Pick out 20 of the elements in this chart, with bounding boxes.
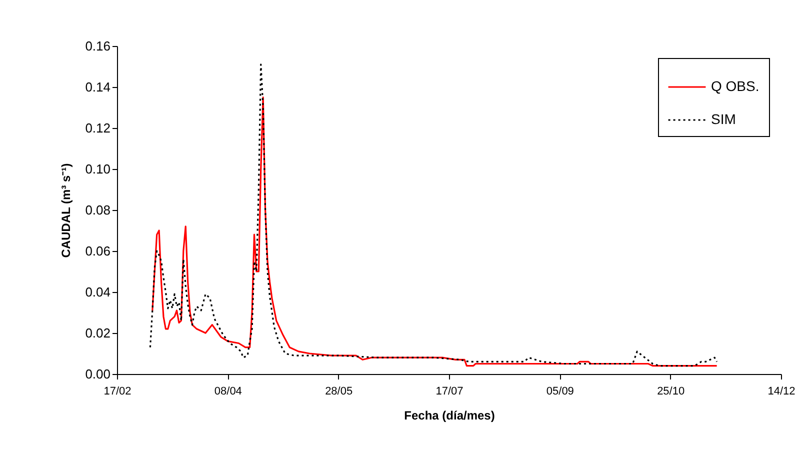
y-tick-label: 0.08 (85, 202, 110, 218)
x-tick-label: 25/10 (657, 386, 685, 398)
y-tick-label: 0.14 (85, 80, 110, 94)
y-axis-title: CAUDAL (m³ s⁻¹) (59, 163, 74, 258)
legend-label: Q OBS. (711, 78, 760, 94)
y-tick-label: 0.10 (85, 162, 110, 176)
x-tick-label: 17/02 (104, 386, 132, 398)
legend-label: SIM (711, 111, 736, 127)
y-tick-label: 0.02 (85, 326, 110, 340)
y-tick-label: 0.12 (85, 120, 110, 136)
x-tick-label: 17/07 (436, 386, 464, 398)
x-tick-label: 08/04 (214, 386, 242, 398)
y-tick-label: 0.16 (85, 38, 110, 54)
y-tick-label: 0.00 (85, 366, 110, 382)
y-tick-label: 0.04 (85, 284, 110, 300)
y-tick-label: 0.06 (85, 244, 110, 258)
x-tick-label: 28/05 (325, 386, 353, 398)
x-tick-label: 05/09 (546, 386, 574, 398)
x-tick-label: 14/12 (768, 386, 796, 398)
x-axis-title: Fecha (día/mes) (404, 408, 495, 422)
